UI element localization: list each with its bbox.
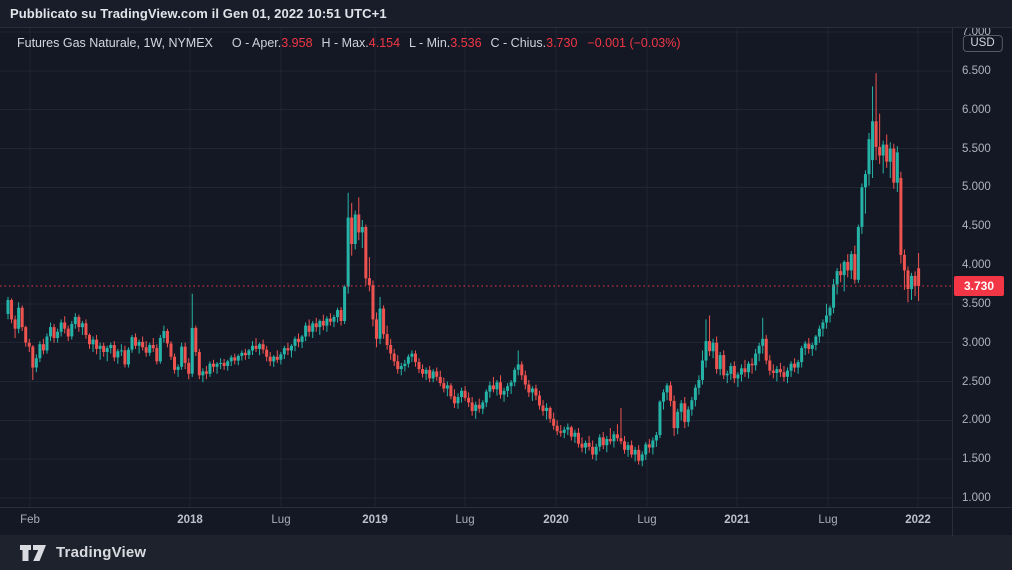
price-tick: 4.000: [962, 259, 991, 271]
close-label: C - Chius.: [490, 36, 547, 50]
price-tick: 5.000: [962, 181, 991, 194]
currency-label: USD: [970, 37, 995, 49]
time-tick-lug: Lug: [637, 514, 657, 526]
published-text: Pubblicato su TradingView.com il Gen 01,…: [10, 6, 387, 21]
symbol-title: Futures Gas Naturale, 1W, NYMEX: [17, 36, 213, 50]
tradingview-logo-icon[interactable]: [20, 544, 47, 561]
time-tick-lug: Lug: [455, 514, 475, 526]
price-tick: 4.500: [962, 220, 991, 233]
price-tick: 1.000: [962, 492, 991, 505]
price-tick: 7.000: [962, 28, 991, 38]
open-label: O - Aper.: [231, 36, 282, 50]
time-tick-lug: Lug: [271, 514, 291, 526]
time-tick-2021: 2021: [724, 514, 750, 526]
close-value: 3.730: [546, 36, 578, 50]
price-tick: 5.500: [962, 142, 991, 155]
time-tick-2022: 2022: [905, 514, 931, 526]
high-value: 4.154: [368, 36, 401, 50]
last-price-label: 3.730: [954, 275, 1004, 296]
footer-bar: TradingView: [0, 535, 1012, 570]
price-tick: 3.000: [962, 336, 991, 349]
candlestick-chart[interactable]: [0, 28, 952, 507]
low-label: L - Min.: [409, 36, 451, 50]
open-value: 3.958: [281, 36, 313, 50]
time-tick-feb: Feb: [20, 514, 40, 526]
currency-badge: USD: [962, 35, 1003, 52]
time-tick-lug: Lug: [818, 514, 838, 526]
low-value: 3.536: [450, 36, 482, 50]
price-tick: 2.000: [962, 414, 991, 427]
price-axis[interactable]: USD 7.000 6.500 6.000 5.500 5.000 4.500 4.000 3…: [952, 28, 1012, 507]
brand-name[interactable]: TradingView: [56, 544, 147, 561]
price-tick: 6.000: [962, 103, 991, 116]
chart-area[interactable]: Futures Gas Naturale, 1W, NYMEX O - Aper.…: [0, 28, 1012, 507]
published-bar: Pubblicato su TradingView.com il Gen 01,…: [0, 0, 1012, 28]
price-tick: 3.500: [962, 297, 991, 310]
high-label: H - Max.: [321, 36, 369, 50]
time-tick-2019: 2019: [362, 514, 388, 526]
time-axis[interactable]: Feb 2018 Lug 2019 Lug 2020 Lug 2021 Lug 2022: [0, 507, 1012, 536]
price-tick: 6.500: [962, 64, 991, 77]
price-tick: 2.500: [962, 375, 991, 388]
price-tick: 1.500: [962, 453, 991, 466]
symbol-legend: Futures Gas Naturale, 1W, NYMEX O - Aper.…: [17, 36, 681, 50]
axis-separator: [952, 508, 953, 536]
change-value: −0.001 (−0.03%): [587, 36, 681, 50]
time-tick-2020: 2020: [543, 514, 569, 526]
time-tick-2018: 2018: [177, 514, 203, 526]
